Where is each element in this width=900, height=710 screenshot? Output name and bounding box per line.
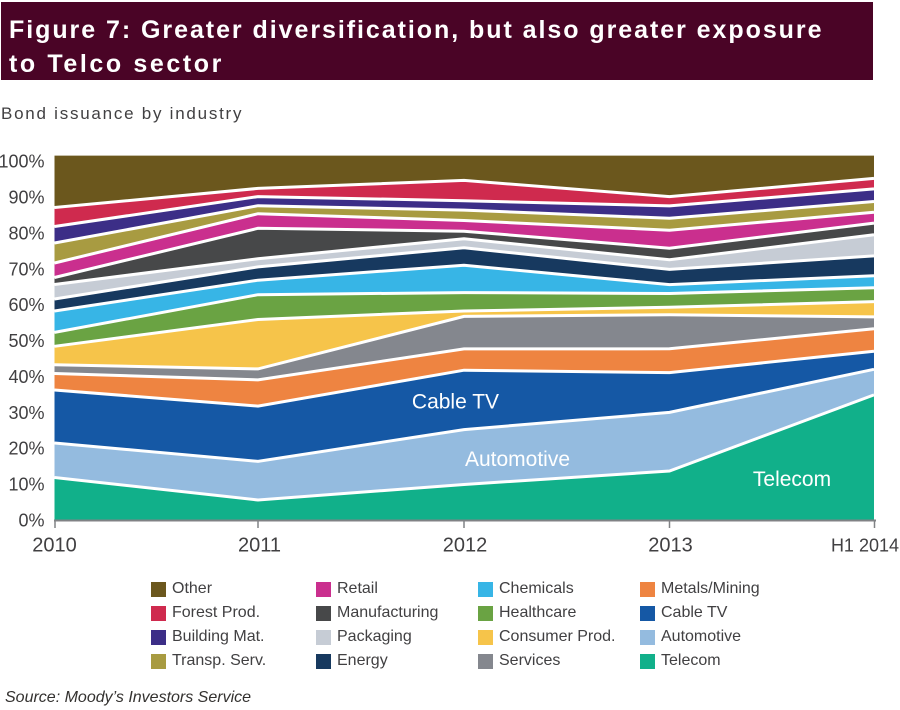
svg-text:50%: 50% <box>8 331 44 351</box>
svg-text:Automotive: Automotive <box>465 448 570 471</box>
svg-text:H1 2014: H1 2014 <box>831 536 899 556</box>
svg-text:10%: 10% <box>8 475 44 495</box>
svg-text:100%: 100% <box>0 152 45 172</box>
svg-text:30%: 30% <box>8 403 44 423</box>
svg-text:90%: 90% <box>8 188 44 208</box>
svg-text:Telecom: Telecom <box>753 468 831 491</box>
svg-text:2010: 2010 <box>32 535 77 557</box>
svg-text:80%: 80% <box>8 224 44 244</box>
svg-text:2011: 2011 <box>238 535 281 557</box>
svg-text:40%: 40% <box>8 367 44 387</box>
svg-text:0%: 0% <box>18 511 44 531</box>
svg-text:Cable TV: Cable TV <box>412 391 499 414</box>
svg-text:20%: 20% <box>8 439 44 459</box>
svg-text:70%: 70% <box>8 259 44 279</box>
svg-text:2012: 2012 <box>443 535 488 557</box>
svg-text:2013: 2013 <box>648 535 693 557</box>
svg-text:60%: 60% <box>8 295 44 315</box>
